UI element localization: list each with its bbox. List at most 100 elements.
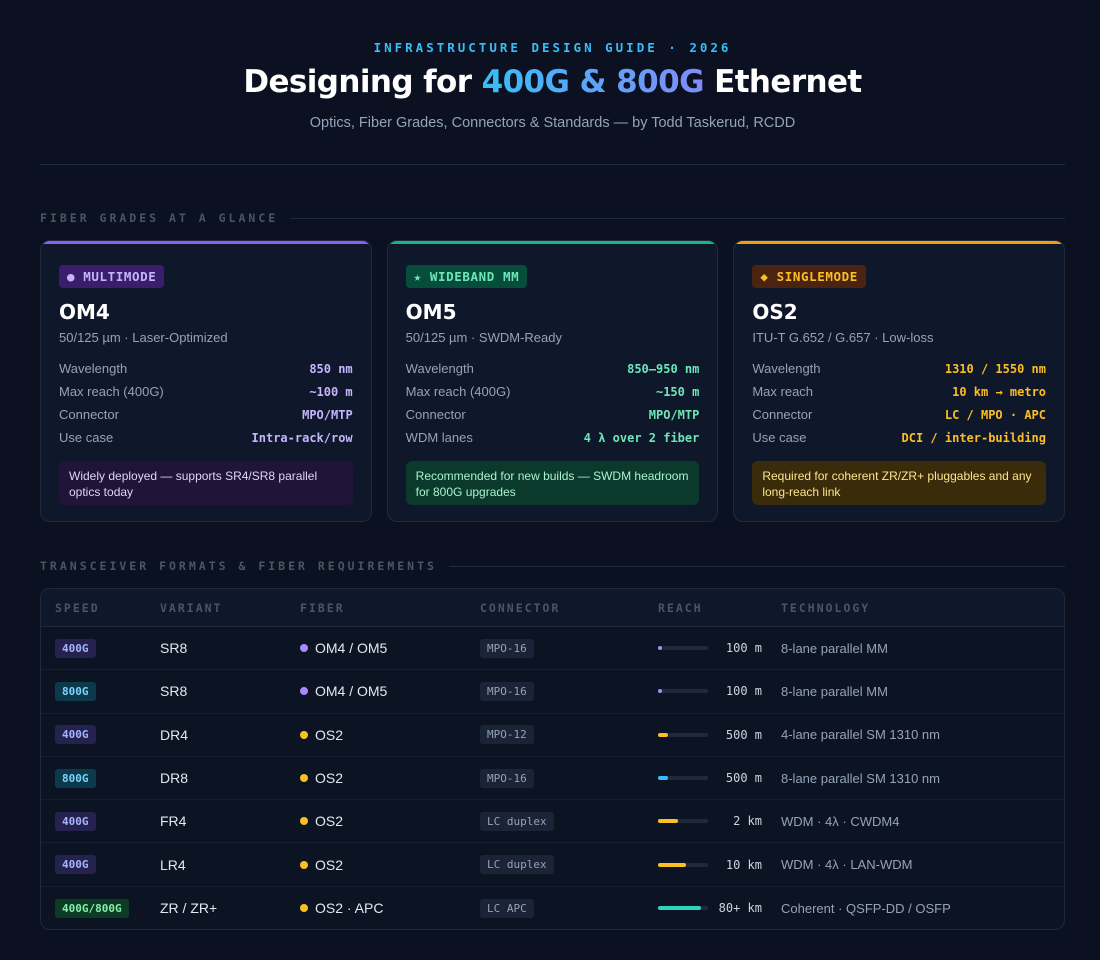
spec-value: 1310 / 1550 nm [944, 361, 1047, 376]
spec-row: Connector MPO/MTP [59, 403, 353, 426]
cell-fiber: OS2 [300, 770, 480, 786]
reach-bar-track [658, 819, 708, 824]
reach-bar-track [658, 862, 708, 867]
fiber-type-badge: ● MULTIMODE [59, 265, 165, 288]
spec-row: Use case Intra-rack/row [59, 426, 353, 449]
fiber-name: OS2 [752, 300, 798, 324]
cell-reach: 500 m [658, 728, 781, 742]
card-accent-bar [734, 241, 1065, 244]
spec-key: Max reach (400G) [405, 384, 511, 399]
cell-speed: 800G [41, 768, 160, 788]
speed-badge: 400G [55, 638, 96, 658]
reach-bar-track [658, 646, 708, 651]
fiber-label: OS2 · APC [315, 900, 384, 917]
cell-connector: LC APC [480, 898, 658, 918]
spec-key: Use case [59, 430, 114, 445]
cell-speed: 400G [41, 725, 160, 745]
spec-value: 4 λ over 2 fiber [583, 430, 700, 445]
title-prefix: Designing for [243, 64, 482, 100]
spec-row: Use case DCI / inter-building [752, 426, 1046, 449]
speed-badge: 800G [55, 681, 96, 701]
spec-key: Connector [405, 407, 466, 422]
spec-key: WDM lanes [405, 430, 473, 445]
table-row: 400G LR4 OS2 LC duplex 10 km WDM · 4λ · LAN-W… [41, 843, 1064, 887]
spec-key: Wavelength [752, 361, 821, 376]
spec-list: Wavelength 850–950 nm Max reach (400G) ~15… [406, 357, 700, 449]
fiber-label: OS2 [315, 770, 344, 787]
section-title-fiber: FIBER GRADES AT A GLANCE [40, 211, 279, 225]
cell-speed: 400G [41, 855, 160, 875]
spec-row: WDM lanes 4 λ over 2 fiber [406, 426, 700, 449]
cell-connector: MPO-16 [480, 768, 658, 788]
card-note: Widely deployed — supports SR4/SR8 paral… [59, 461, 353, 505]
spec-value: ~150 m [655, 384, 700, 399]
eyebrow-label: INFRASTRUCTURE DESIGN GUIDE · 2026 [373, 40, 732, 55]
reach-value: 100 m [725, 641, 762, 656]
cell-reach: 100 m [658, 641, 781, 655]
card-note: Required for coherent ZR/ZR+ pluggables … [752, 461, 1047, 505]
reach-value: 10 km [725, 857, 762, 872]
cell-variant: SR8 [160, 683, 188, 700]
cell-speed: 400G/800G [41, 898, 160, 918]
spec-key: Wavelength [59, 361, 128, 376]
column-header-technology: TECHNOLOGY [781, 600, 871, 615]
connector-tag: MPO-16 [480, 638, 534, 658]
spec-row: Wavelength 850 nm [59, 357, 353, 380]
reach-bar-fill [658, 819, 678, 824]
reach-bar-fill [658, 862, 686, 867]
cell-connector: LC duplex [480, 855, 658, 875]
cell-variant: ZR / ZR+ [160, 900, 218, 917]
cell-reach: 10 km [658, 858, 781, 872]
connector-tag: LC duplex [480, 855, 554, 875]
fiber-dot-icon [300, 817, 308, 826]
reach-bar-fill [658, 732, 668, 737]
card-note: Recommended for new builds — SWDM headro… [405, 461, 700, 505]
reach-value: 500 m [725, 727, 762, 742]
table-body: 400G SR8 OM4 / OM5 MPO-16 100 m 8-lane parall… [41, 627, 1064, 929]
section-header-transceivers: TRANSCEIVER FORMATS & FIBER REQUIREMENTS [40, 558, 1065, 574]
spec-row: Max reach (400G) ~100 m [59, 380, 353, 403]
spec-value: MPO/MTP [302, 407, 353, 422]
reach-bar-fill [658, 776, 668, 781]
cell-connector: MPO-16 [480, 681, 658, 701]
spec-value: DCI / inter-building [901, 430, 1047, 445]
spec-value: 10 km → metro [952, 384, 1047, 399]
reach-bar-track [658, 689, 708, 694]
reach-value: 2 km [733, 814, 762, 829]
page-title: Designing for 400G & 800G Ethernet [40, 64, 1065, 100]
page-subtitle: Optics, Fiber Grades, Connectors & Stand… [309, 115, 796, 131]
spec-row: Wavelength 850–950 nm [406, 357, 700, 380]
cell-variant: SR8 [160, 640, 188, 657]
spec-value: LC / MPO · APC [944, 407, 1047, 422]
speed-badge: 400G [55, 855, 96, 875]
reach-value: 100 m [725, 684, 762, 699]
fiber-name: OM5 [405, 300, 457, 324]
fiber-label: OM4 / OM5 [315, 683, 388, 700]
transceiver-table: SPEED VARIANT FIBER CONNECTOR REACH TECH… [40, 588, 1065, 930]
cell-connector: MPO-16 [480, 638, 658, 658]
connector-tag: MPO-16 [480, 768, 534, 788]
cell-variant: LR4 [160, 856, 186, 873]
reach-bar-track [658, 776, 708, 781]
spec-list: Wavelength 1310 / 1550 nm Max reach 10 km … [752, 357, 1046, 449]
cell-technology: WDM · 4λ · CWDM4 [781, 813, 900, 829]
spec-value: 850–950 nm [627, 361, 700, 376]
fiber-dot-icon [300, 904, 308, 913]
table-row: 800G DR8 OS2 MPO-16 500 m 8-lane parallel SM … [41, 757, 1064, 801]
connector-tag: MPO-16 [480, 681, 534, 701]
column-header-speed: SPEED [55, 600, 100, 615]
spec-list: Wavelength 850 nm Max reach (400G) ~100 m … [59, 357, 353, 449]
section-header-fiber: FIBER GRADES AT A GLANCE [40, 210, 1065, 226]
cell-technology: Coherent · QSFP-DD / OSFP [781, 900, 951, 916]
fiber-card-om5: ★ WIDEBAND MM OM5 50/125 µm · SWDM-Ready… [386, 240, 719, 522]
speed-badge: 400G [55, 811, 96, 831]
fiber-type-badge: ★ WIDEBAND MM [405, 265, 528, 288]
table-row: 400G FR4 OS2 LC duplex 2 km WDM · 4λ · CWDM4 [41, 800, 1064, 844]
table-row: 400G DR4 OS2 MPO-12 500 m 4-lane parallel SM … [41, 714, 1064, 757]
cell-reach: 80+ km [658, 901, 781, 915]
cell-connector: MPO-12 [480, 725, 658, 745]
section-title-transceivers: TRANSCEIVER FORMATS & FIBER REQUIREMENTS [40, 559, 437, 573]
spec-key: Wavelength [405, 361, 474, 376]
fiber-subtitle: 50/125 µm · Laser-Optimized [59, 330, 228, 345]
fiber-label: OS2 [315, 726, 344, 743]
